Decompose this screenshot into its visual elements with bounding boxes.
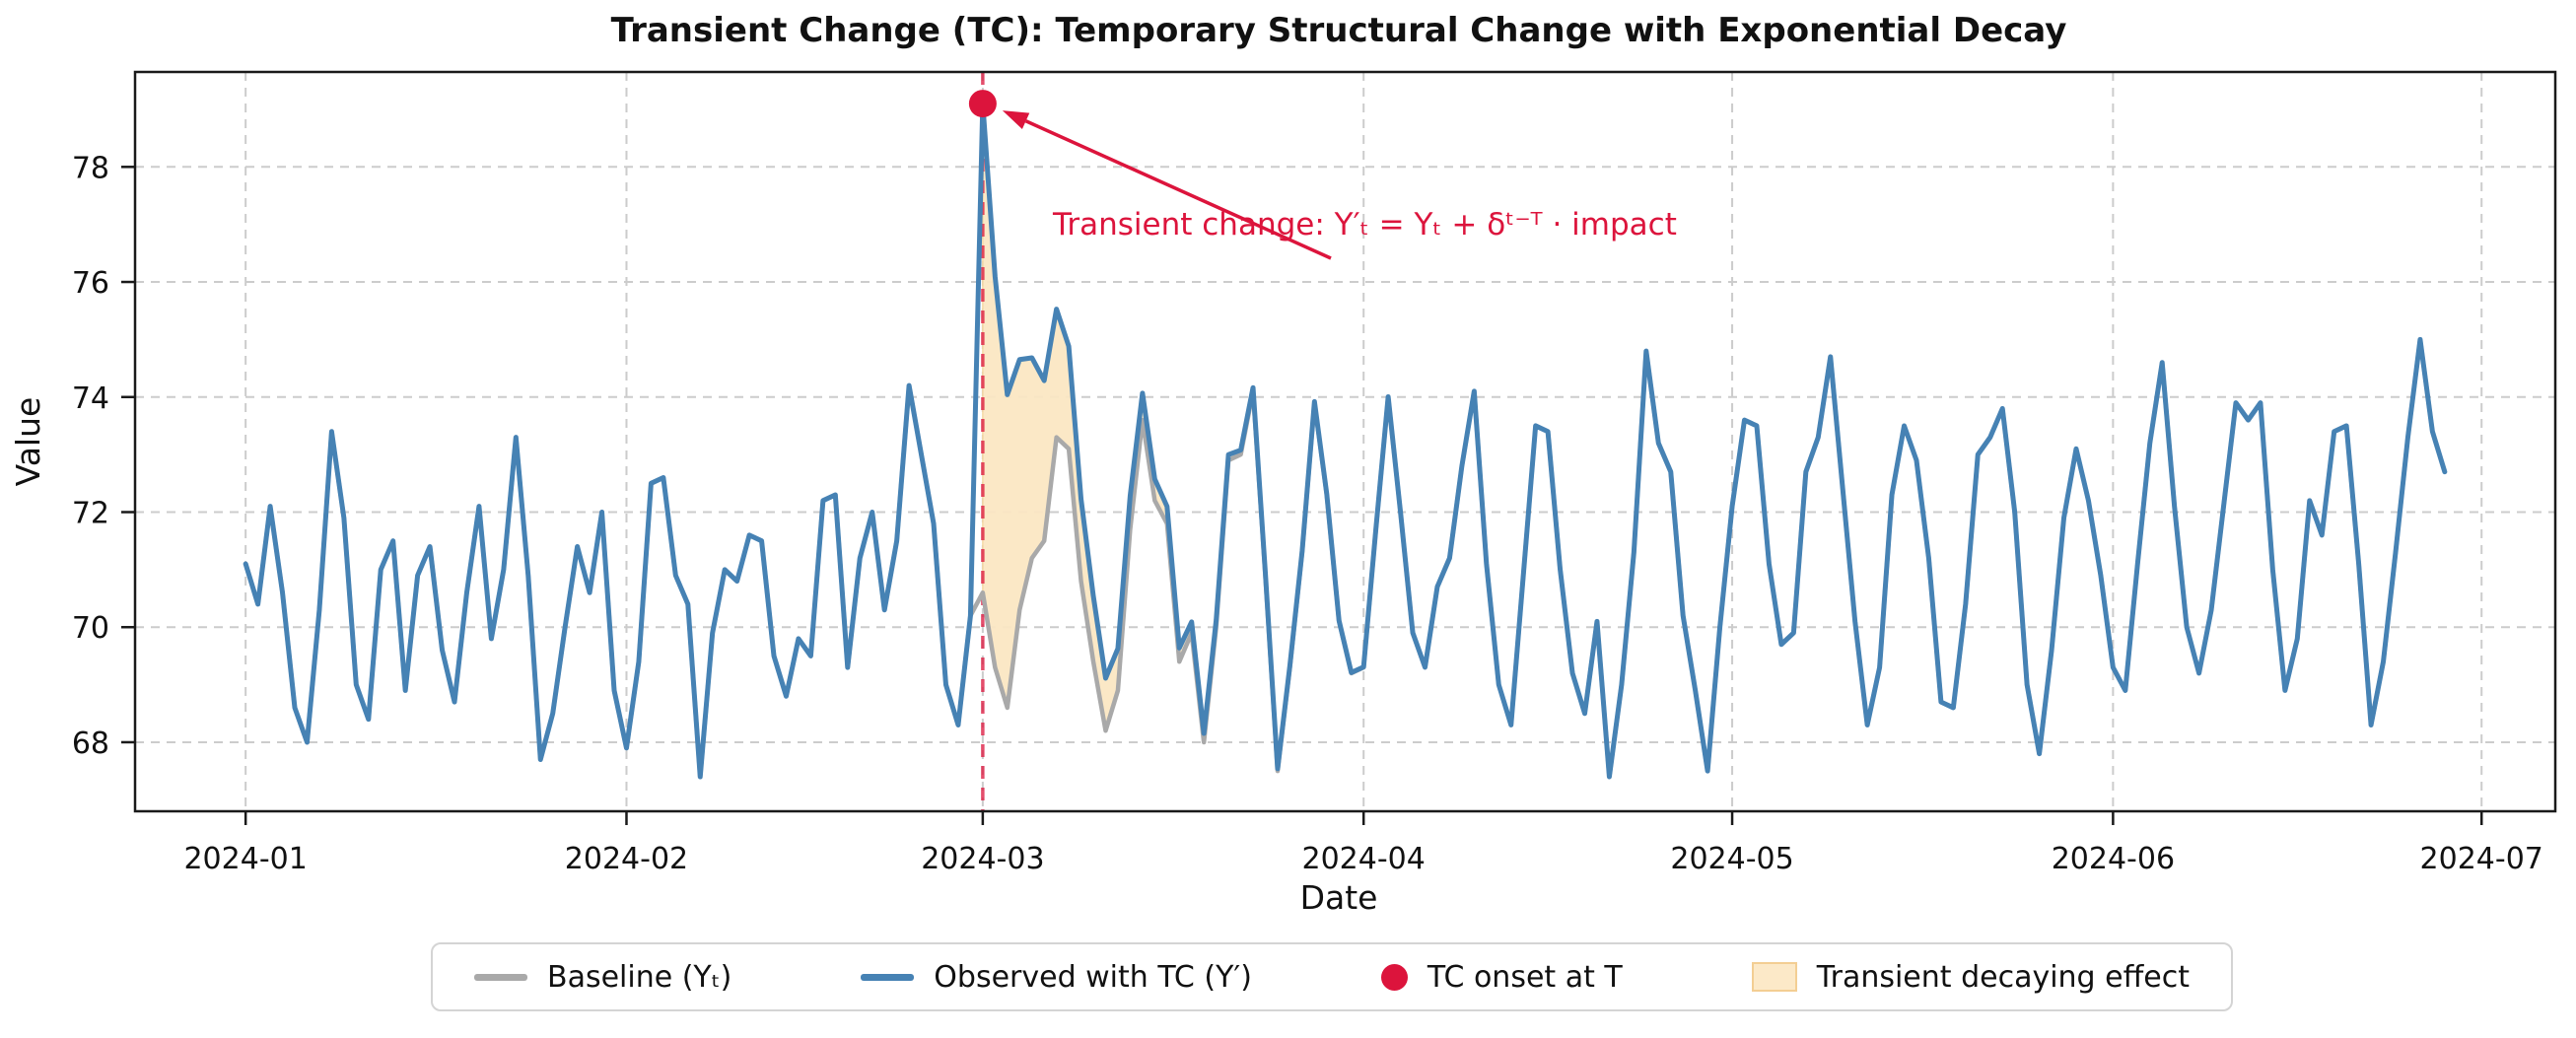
svg-text:2024-01: 2024-01 xyxy=(183,842,307,876)
svg-text:74: 74 xyxy=(72,381,109,416)
x-axis-label: Date xyxy=(1300,878,1378,917)
legend-label-tc-onset: TC onset at T xyxy=(1427,959,1623,995)
svg-text:2024-06: 2024-06 xyxy=(2052,842,2175,876)
chart-title: Transient Change (TC): Temporary Structu… xyxy=(611,11,2067,50)
legend-item-observed: Observed with TC (Y′) xyxy=(861,960,1252,995)
tc-onset-dot-swatch xyxy=(1380,963,1408,991)
legend-box: Baseline (Yₜ) Observed with TC (Y′) TC o… xyxy=(431,942,2233,1011)
svg-text:2024-04: 2024-04 xyxy=(1302,842,1426,876)
svg-text:2024-05: 2024-05 xyxy=(1670,842,1793,876)
legend-label-transient-effect: Transient decaying effect xyxy=(1816,959,2190,995)
observed-line-swatch xyxy=(861,973,915,981)
svg-text:72: 72 xyxy=(72,496,109,530)
svg-text:70: 70 xyxy=(72,611,109,646)
svg-text:68: 68 xyxy=(72,727,109,761)
tc-onset-marker xyxy=(968,90,997,118)
legend-item-transient-effect: Transient decaying effect xyxy=(1751,959,2190,995)
svg-text:2024-03: 2024-03 xyxy=(921,842,1044,876)
legend-label-observed: Observed with TC (Y′) xyxy=(934,959,1252,995)
legend-label-baseline: Baseline (Yₜ) xyxy=(547,959,732,995)
svg-text:2024-02: 2024-02 xyxy=(565,842,688,876)
svg-text:76: 76 xyxy=(72,266,109,301)
legend-item-baseline: Baseline (Yₜ) xyxy=(474,960,731,995)
legend-item-tc-onset: TC onset at T xyxy=(1380,959,1623,995)
y-axis-label: Value xyxy=(9,397,47,487)
annotation-arrow xyxy=(1002,110,1332,260)
transient-change-annotation: Transient change: Y′ₜ = Yₜ + δᵗ⁻ᵀ · impa… xyxy=(1052,207,1677,242)
axes-frame xyxy=(133,70,2557,813)
axis-ticks: 68 70 72 74 76 78 2024-01 2024-02 2024-03 2024-04… xyxy=(72,151,2543,876)
transient-effect-patch-swatch xyxy=(1751,962,1797,992)
svg-text:2024-07: 2024-07 xyxy=(2420,842,2543,876)
baseline-line-swatch xyxy=(474,973,527,981)
svg-text:78: 78 xyxy=(72,151,109,185)
observed-series-line xyxy=(243,101,2448,780)
